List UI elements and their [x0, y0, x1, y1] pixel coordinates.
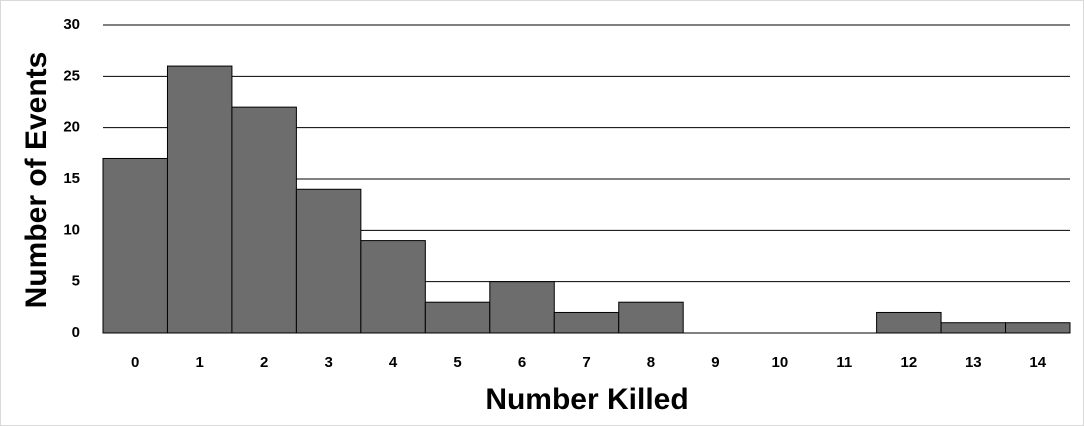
bar [295, 188, 362, 334]
x-tick-label: 12 [900, 354, 917, 371]
x-tick-label: 7 [582, 354, 590, 371]
x-tick-label: 0 [131, 354, 139, 371]
y-tick-label: 5 [72, 273, 80, 290]
bar [102, 157, 168, 334]
y-axis-title: Number of Events [20, 52, 53, 309]
x-tick-label: 2 [260, 354, 268, 371]
y-tick-label: 10 [63, 221, 80, 238]
x-tick-label: 1 [196, 354, 204, 371]
x-tick-label: 6 [518, 354, 526, 371]
y-tick-label: 15 [63, 170, 80, 187]
x-tick-label: 14 [1029, 354, 1046, 371]
y-tick-label: 30 [63, 16, 80, 33]
bar [166, 65, 233, 334]
x-tick-label: 13 [965, 354, 982, 371]
bar [553, 311, 620, 334]
x-tick-label: 11 [836, 354, 852, 371]
bar [360, 240, 426, 334]
y-tick-label: 0 [72, 324, 80, 341]
y-tick-label: 25 [63, 67, 80, 84]
bar [876, 311, 942, 334]
x-tick-label: 9 [711, 354, 719, 371]
x-axis-title: Number Killed [485, 383, 688, 416]
bar [1005, 322, 1071, 334]
y-tick-label: 20 [63, 119, 80, 136]
x-tick-label: 5 [453, 354, 461, 371]
bar [489, 281, 555, 334]
bar [940, 322, 1007, 334]
x-tick-label: 3 [324, 354, 332, 371]
bar [231, 106, 297, 334]
x-tick-label: 10 [772, 354, 789, 371]
x-tick-label: 8 [647, 354, 655, 371]
x-tick-label: 4 [389, 354, 398, 371]
bar [618, 301, 684, 334]
bar [424, 301, 491, 334]
